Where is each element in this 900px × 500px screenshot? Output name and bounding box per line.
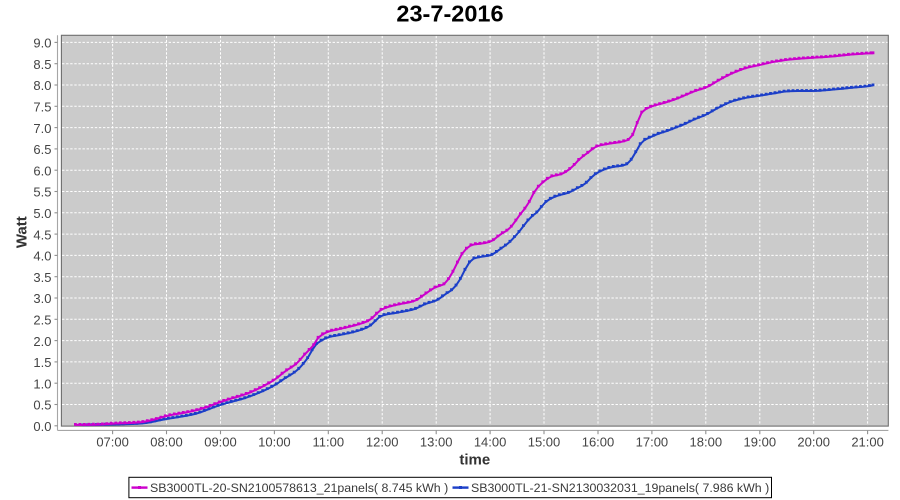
svg-text:3.0: 3.0 [33,291,51,306]
svg-text:15:00: 15:00 [528,435,561,450]
svg-text:3.5: 3.5 [33,270,51,285]
svg-text:12:00: 12:00 [366,435,399,450]
svg-text:0.0: 0.0 [33,419,51,434]
svg-text:8.5: 8.5 [33,57,51,72]
svg-text:08:00: 08:00 [150,435,183,450]
svg-text:time: time [459,452,490,469]
svg-text:14:00: 14:00 [474,435,507,450]
svg-text:1.5: 1.5 [33,355,51,370]
svg-text:4.5: 4.5 [33,227,51,242]
svg-text:13:00: 13:00 [420,435,453,450]
svg-text:5.0: 5.0 [33,206,51,221]
svg-text:9.0: 9.0 [33,36,51,51]
svg-text:5.5: 5.5 [33,185,51,200]
svg-text:2.0: 2.0 [33,334,51,349]
svg-text:SB3000TL-21-SN2130032031_19pan: SB3000TL-21-SN2130032031_19panels( 7.986… [471,481,769,495]
svg-text:20:00: 20:00 [797,435,830,450]
svg-text:17:00: 17:00 [636,435,669,450]
svg-text:7.0: 7.0 [33,121,51,136]
svg-text:2.5: 2.5 [33,313,51,328]
svg-text:4.0: 4.0 [33,249,51,264]
svg-text:6.5: 6.5 [33,142,51,157]
svg-text:16:00: 16:00 [582,435,615,450]
svg-text:8.0: 8.0 [33,78,51,93]
svg-text:6.0: 6.0 [33,163,51,178]
svg-text:0.5: 0.5 [33,398,51,413]
svg-text:7.5: 7.5 [33,100,51,115]
svg-text:1.0: 1.0 [33,376,51,391]
svg-text:10:00: 10:00 [258,435,291,450]
svg-text:19:00: 19:00 [744,435,777,450]
svg-text:Watt: Watt [14,216,31,248]
svg-text:23-7-2016: 23-7-2016 [396,1,503,27]
svg-text:11:00: 11:00 [313,435,345,450]
svg-text:07:00: 07:00 [96,435,129,450]
svg-text:21:00: 21:00 [851,435,884,450]
svg-text:09:00: 09:00 [204,435,237,450]
svg-text:SB3000TL-20-SN2100578613_21pan: SB3000TL-20-SN2100578613_21panels( 8.745… [150,481,448,495]
svg-text:18:00: 18:00 [690,435,723,450]
